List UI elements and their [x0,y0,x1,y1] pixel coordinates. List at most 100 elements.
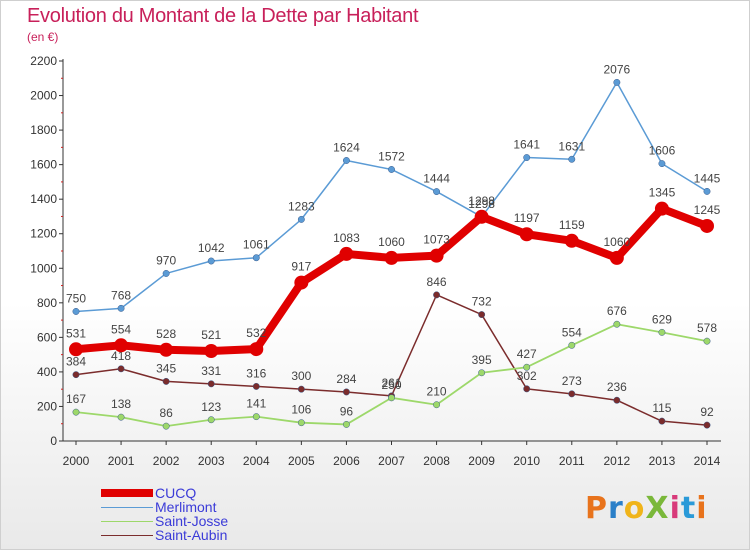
data-point [613,78,621,86]
data-point [297,215,305,223]
x-tick-label: 2013 [649,454,676,468]
data-point [117,304,125,312]
legend-label: CUCQ [155,485,197,501]
logo-letter: i [669,491,681,526]
x-tick-label: 2008 [423,454,450,468]
data-label: 167 [66,392,86,406]
y-tick-label: 1400 [30,192,57,206]
data-point [568,155,576,163]
y-tick-label: 2000 [30,89,57,103]
data-point [654,201,669,216]
data-label: 141 [246,397,266,411]
data-label: 1197 [514,211,540,225]
data-point [523,385,531,393]
x-tick-label: 2004 [243,454,270,468]
x-tick-label: 2000 [63,454,90,468]
y-tick-label: 2200 [30,54,57,68]
data-point [384,250,399,265]
y-tick-label: 0 [50,434,57,448]
data-label: 1631 [558,139,585,153]
data-point [609,250,624,265]
legend-swatch [101,489,153,497]
data-label: 273 [562,374,582,388]
data-point [658,160,666,168]
data-point [117,413,125,421]
logo-letter: X [645,491,670,526]
data-point [568,390,576,398]
x-tick-label: 2014 [694,454,721,468]
data-label: 115 [652,401,671,415]
data-point [297,385,305,393]
x-tick-label: 2001 [108,454,135,468]
data-point [339,246,354,261]
data-point [342,157,350,164]
data-point [523,363,531,371]
data-point [433,188,441,196]
data-label: 970 [156,253,176,267]
data-point [252,254,260,262]
data-point [162,270,170,277]
data-point [433,401,441,409]
legend-label: Saint-Josse [155,513,229,529]
data-label: 1345 [649,186,676,200]
legend-item: Saint-Aubin [101,527,227,543]
data-point [162,377,170,385]
data-label: 1606 [649,144,676,158]
legend-swatch [101,534,153,536]
data-label: 96 [340,404,354,418]
data-point [117,365,125,373]
x-tick-label: 2009 [468,454,495,468]
y-tick-label: 1800 [30,123,57,137]
data-label: 1083 [333,231,360,245]
data-label: 1060 [378,235,405,249]
data-point [478,311,486,319]
y-tick-label: 1000 [30,261,57,275]
data-label: 554 [111,322,131,336]
data-label: 629 [652,312,672,326]
data-label: 123 [201,400,221,414]
x-tick-label: 2012 [604,454,631,468]
data-point [249,342,264,357]
chart-unit-label: (en €) [27,30,59,44]
data-label: 1298 [468,197,495,211]
y-tick-label: 600 [37,330,57,344]
logo-letter: o [623,491,646,526]
data-point [69,342,83,357]
data-label: 1060 [604,235,631,249]
data-label: 1641 [513,138,540,152]
data-label: 1444 [423,172,450,186]
data-point [523,154,531,162]
data-point [297,419,305,427]
data-label: 284 [336,372,356,386]
legend-item: CUCQ [101,485,196,501]
data-label: 1245 [694,203,721,217]
data-label: 331 [201,364,221,378]
data-label: 554 [562,325,582,339]
data-label: 768 [111,288,131,302]
x-tick-label: 2003 [198,454,225,468]
data-point [294,275,309,290]
data-label: 210 [427,385,447,399]
data-label: 427 [517,347,537,361]
data-label: 521 [201,328,221,342]
data-point [519,227,534,242]
data-point [162,422,170,430]
data-point [204,344,219,359]
data-label: 384 [66,355,86,369]
legend-item: Saint-Josse [101,513,228,529]
logo-letter: i [696,491,708,526]
data-label: 578 [697,321,717,335]
data-point [72,371,80,379]
data-point [72,408,80,416]
data-point [342,388,350,396]
data-point [703,187,711,195]
data-point [207,257,215,265]
data-point [703,421,711,429]
data-label: 1042 [198,241,225,255]
data-label: 302 [517,369,537,383]
data-point [613,396,621,404]
x-tick-label: 2006 [333,454,360,468]
data-label: 531 [66,326,86,340]
data-label: 528 [156,327,176,341]
